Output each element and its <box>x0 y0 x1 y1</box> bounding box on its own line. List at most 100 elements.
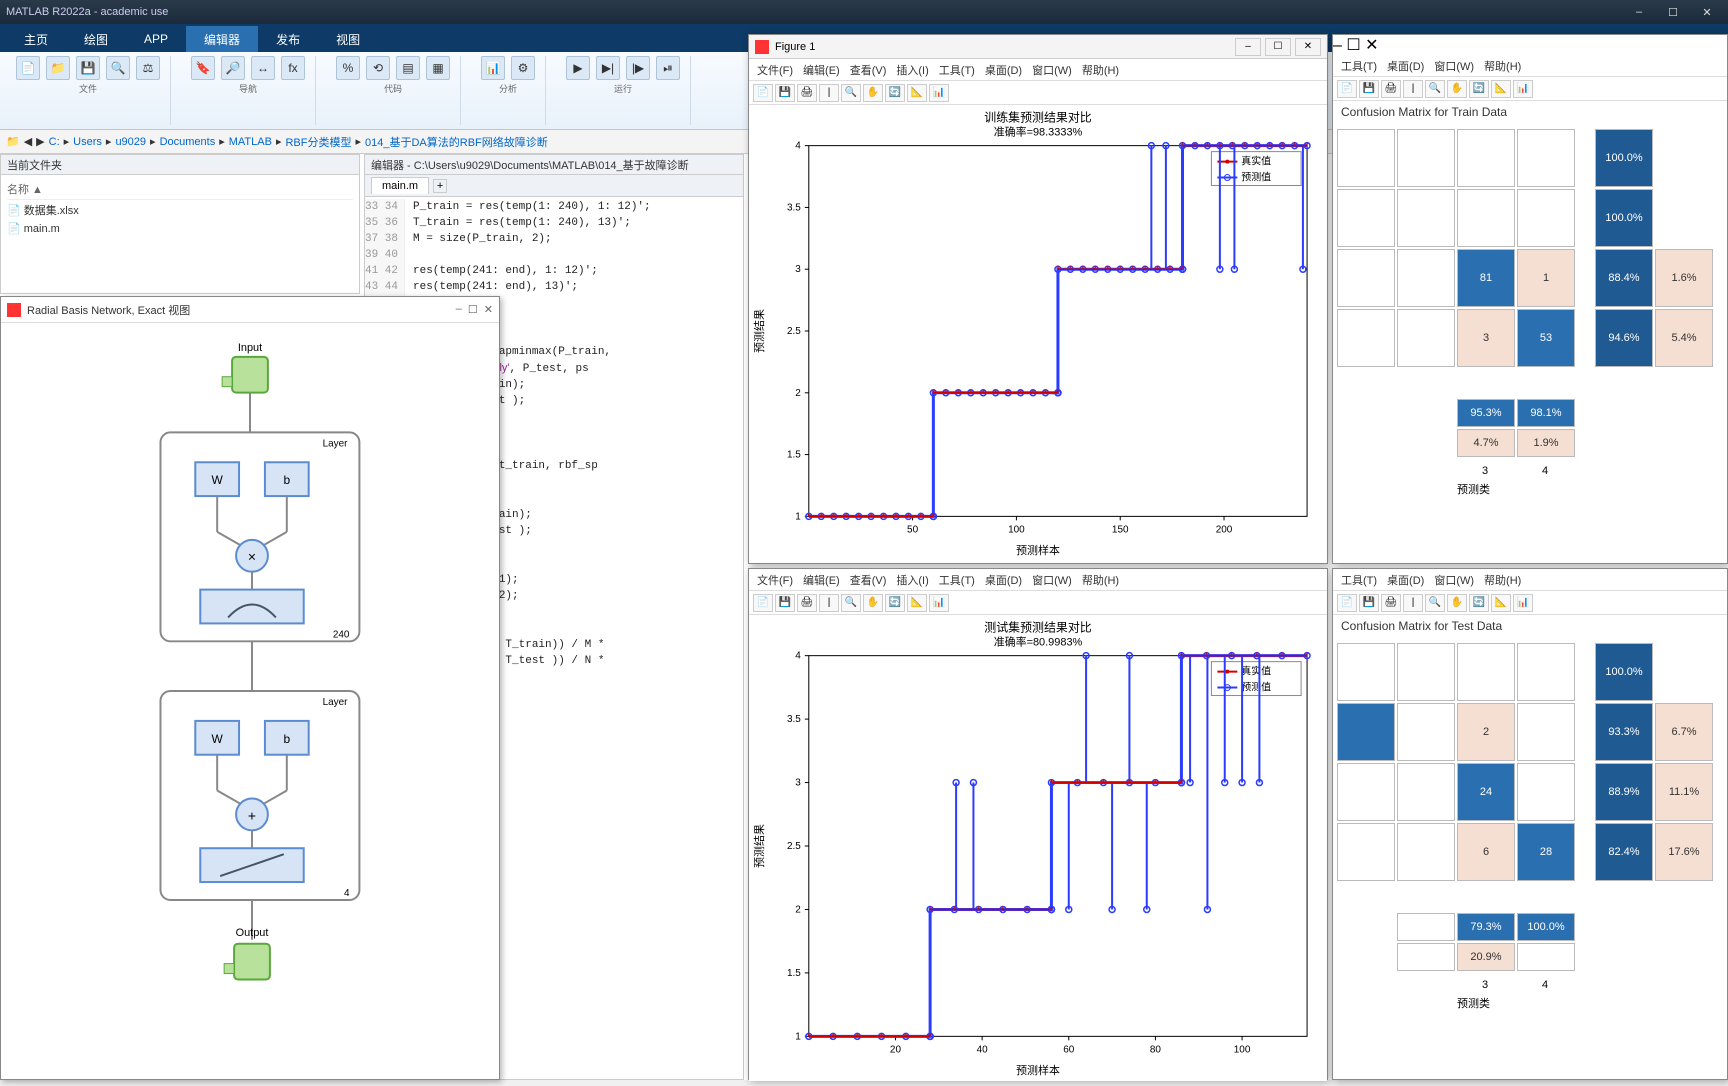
toolbar-icon[interactable]: 📄 <box>753 594 773 612</box>
menu-item[interactable]: 帮助(H) <box>1082 62 1119 78</box>
menu-item[interactable]: 窗口(W) <box>1434 58 1474 74</box>
minimize-icon[interactable]: – <box>1235 38 1261 56</box>
minimize-icon[interactable]: – <box>1333 37 1342 54</box>
menu-item[interactable]: 桌面(D) <box>985 572 1022 588</box>
nav-back-icon[interactable]: ◀ <box>24 135 32 148</box>
tab-发布[interactable]: 发布 <box>258 26 318 52</box>
ribbon-icon[interactable]: ▶ <box>566 56 590 80</box>
menu-item[interactable]: 文件(F) <box>757 62 793 78</box>
toolbar-icon[interactable]: | <box>1403 80 1423 98</box>
ribbon-icon[interactable]: 📁 <box>46 56 70 80</box>
ribbon-icon[interactable]: 📊 <box>481 56 505 80</box>
menu-item[interactable]: 桌面(D) <box>1387 58 1424 74</box>
ribbon-icon[interactable]: 🔎 <box>221 56 245 80</box>
folder-icon[interactable]: 📁 <box>6 135 20 148</box>
ribbon-icon[interactable]: ⟲ <box>366 56 390 80</box>
menu-item[interactable]: 窗口(W) <box>1032 62 1072 78</box>
toolbar-icon[interactable]: 🔄 <box>1469 594 1489 612</box>
breadcrumb[interactable]: Users <box>73 136 102 148</box>
toolbar-icon[interactable]: 📄 <box>1337 594 1357 612</box>
maximize-icon[interactable]: ☐ <box>468 303 478 316</box>
file-item[interactable]: 📄 main.m <box>7 220 353 237</box>
menu-item[interactable]: 文件(F) <box>757 572 793 588</box>
menu-item[interactable]: 查看(V) <box>850 572 887 588</box>
menu-item[interactable]: 窗口(W) <box>1434 572 1474 588</box>
toolbar-icon[interactable]: | <box>819 84 839 102</box>
plot-area[interactable]: 训练集预测结果对比准确率=98.3333%预测样本预测结果50100150200… <box>749 105 1327 561</box>
tab-APP[interactable]: APP <box>126 26 186 52</box>
toolbar-icon[interactable]: ✋ <box>863 84 883 102</box>
close-icon[interactable]: ✕ <box>1295 38 1321 56</box>
close-icon[interactable]: ✕ <box>1692 3 1722 21</box>
toolbar-icon[interactable]: 📐 <box>1491 80 1511 98</box>
minimize-icon[interactable]: – <box>1624 3 1654 21</box>
ribbon-icon[interactable]: ⚖ <box>136 56 160 80</box>
menu-item[interactable]: 窗口(W) <box>1032 572 1072 588</box>
ribbon-icon[interactable]: ↔ <box>251 56 275 80</box>
toolbar-icon[interactable]: 📊 <box>929 594 949 612</box>
ribbon-icon[interactable]: 🔍 <box>106 56 130 80</box>
breadcrumb[interactable]: RBF分类模型 <box>285 134 351 150</box>
network-canvas[interactable]: Input Layer W b × 240 Layer <box>1 323 499 1079</box>
window-titlebar[interactable]: – ☐ ✕ <box>1333 35 1727 55</box>
ribbon-icon[interactable]: ▦ <box>426 56 450 80</box>
tab-绘图[interactable]: 绘图 <box>66 26 126 52</box>
file-item[interactable]: 📄 数据集.xlsx <box>7 200 353 220</box>
toolbar-icon[interactable]: 🖨 <box>1381 594 1401 612</box>
toolbar-icon[interactable]: 🔍 <box>1425 594 1445 612</box>
breadcrumb[interactable]: u9029 <box>115 136 146 148</box>
ribbon-icon[interactable]: ▤ <box>396 56 420 80</box>
close-icon[interactable]: ✕ <box>484 303 493 316</box>
toolbar-icon[interactable]: 🖨 <box>797 594 817 612</box>
toolbar-icon[interactable]: 🔄 <box>885 594 905 612</box>
toolbar-icon[interactable]: ✋ <box>1447 594 1467 612</box>
toolbar-icon[interactable]: 🖨 <box>797 84 817 102</box>
toolbar-icon[interactable]: | <box>819 594 839 612</box>
ribbon-icon[interactable]: ⚙ <box>511 56 535 80</box>
toolbar-icon[interactable]: 💾 <box>775 594 795 612</box>
tab-主页[interactable]: 主页 <box>6 26 66 52</box>
maximize-icon[interactable]: ☐ <box>1658 3 1688 21</box>
menu-item[interactable]: 插入(I) <box>896 572 928 588</box>
menu-item[interactable]: 工具(T) <box>939 62 975 78</box>
plot-area[interactable]: 测试集预测结果对比准确率=80.9983%预测样本预测结果20406080100… <box>749 615 1327 1081</box>
menu-item[interactable]: 插入(I) <box>896 62 928 78</box>
ribbon-icon[interactable]: ⏯ <box>656 56 680 80</box>
maximize-icon[interactable]: ☐ <box>1265 38 1291 56</box>
menu-item[interactable]: 帮助(H) <box>1484 58 1521 74</box>
toolbar-icon[interactable]: 📊 <box>1513 594 1533 612</box>
window-titlebar[interactable]: Figure 1 – ☐ ✕ <box>749 35 1327 59</box>
ribbon-icon[interactable]: % <box>336 56 360 80</box>
toolbar-icon[interactable]: 🔄 <box>1469 80 1489 98</box>
close-icon[interactable]: ✕ <box>1365 37 1378 54</box>
toolbar-icon[interactable]: 📄 <box>753 84 773 102</box>
toolbar-icon[interactable]: 📐 <box>907 594 927 612</box>
tab-编辑器[interactable]: 编辑器 <box>186 26 258 52</box>
toolbar-icon[interactable]: 📐 <box>1491 594 1511 612</box>
editor-tab[interactable]: main.m <box>371 177 429 194</box>
nav-fwd-icon[interactable]: ▶ <box>36 135 44 148</box>
toolbar-icon[interactable]: 📊 <box>929 84 949 102</box>
ribbon-icon[interactable]: 📄 <box>16 56 40 80</box>
toolbar-icon[interactable]: 📐 <box>907 84 927 102</box>
menu-item[interactable]: 桌面(D) <box>1387 572 1424 588</box>
menu-item[interactable]: 桌面(D) <box>985 62 1022 78</box>
menu-item[interactable]: 编辑(E) <box>803 62 840 78</box>
menu-item[interactable]: 工具(T) <box>1341 572 1377 588</box>
toolbar-icon[interactable]: 🔍 <box>841 84 861 102</box>
ribbon-icon[interactable]: |▶ <box>626 56 650 80</box>
toolbar-icon[interactable]: 📊 <box>1513 80 1533 98</box>
ribbon-icon[interactable]: fx <box>281 56 305 80</box>
minimize-icon[interactable]: – <box>456 303 462 316</box>
toolbar-icon[interactable]: 💾 <box>1359 80 1379 98</box>
toolbar-icon[interactable]: 📄 <box>1337 80 1357 98</box>
breadcrumb[interactable]: Documents <box>160 136 216 148</box>
menu-item[interactable]: 工具(T) <box>1341 58 1377 74</box>
add-tab-icon[interactable]: + <box>433 179 447 193</box>
ribbon-icon[interactable]: ▶| <box>596 56 620 80</box>
menu-item[interactable]: 帮助(H) <box>1484 572 1521 588</box>
toolbar-icon[interactable]: 💾 <box>775 84 795 102</box>
breadcrumb[interactable]: C: <box>49 136 60 148</box>
menu-item[interactable]: 编辑(E) <box>803 572 840 588</box>
toolbar-icon[interactable]: ✋ <box>863 594 883 612</box>
